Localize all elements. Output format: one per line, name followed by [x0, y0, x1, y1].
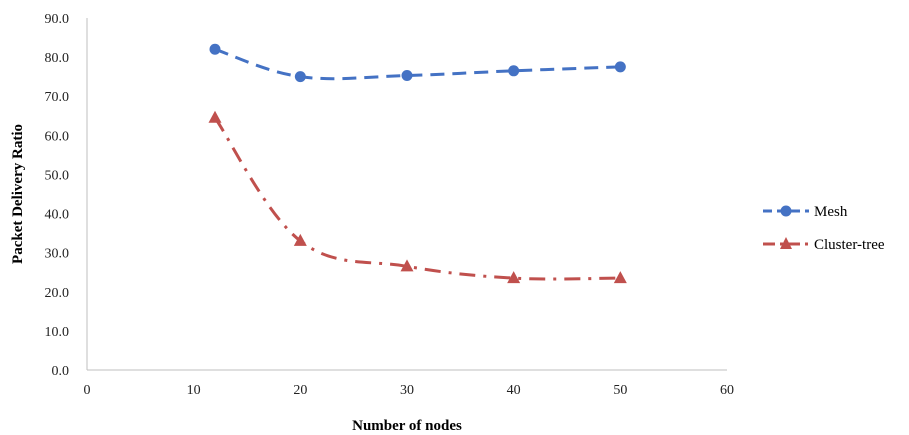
data-point-mesh: [209, 43, 221, 55]
x-axis-title: Number of nodes: [352, 418, 462, 434]
legend-mesh-label: Mesh: [814, 204, 848, 220]
data-point-cluster-tree: [293, 233, 307, 246]
y-tick-label: 20.0: [45, 286, 70, 301]
y-tick-label: 40.0: [45, 208, 70, 223]
y-tick-label: 50.0: [45, 168, 70, 183]
series-cluster-tree: [208, 110, 627, 284]
data-point-cluster-tree: [400, 259, 414, 272]
legend-cluster-tree-label: Cluster-tree: [814, 237, 885, 253]
legend-mesh-marker: [780, 205, 792, 217]
y-tick-label: 60.0: [45, 129, 70, 144]
y-tick-labels: 0.0 10.0 20.0 30.0 40.0 50.0 60.0 70.0 80.0 90.0: [45, 12, 70, 379]
data-point-cluster-tree: [613, 271, 627, 284]
y-tick-label: 90.0: [45, 12, 70, 27]
data-point-cluster-tree: [507, 271, 521, 284]
y-tick-label: 0.0: [52, 364, 70, 379]
axes: [86, 18, 727, 371]
series-line-mesh: [214, 47, 621, 81]
x-tick-labels: 0 10 20 30 40 50 60: [84, 383, 735, 398]
x-tick-label: 60: [720, 383, 734, 398]
x-tick-label: 10: [187, 383, 201, 398]
legend: Mesh Cluster-tree: [763, 204, 885, 253]
data-point-mesh: [614, 61, 626, 73]
series-line-cluster-tree: [213, 116, 621, 281]
series-mesh: [209, 43, 626, 83]
series: [208, 43, 627, 284]
data-point-mesh: [508, 65, 520, 77]
y-tick-label: 30.0: [45, 247, 70, 262]
legend-item-mesh: Mesh: [763, 204, 848, 220]
y-tick-label: 10.0: [45, 325, 70, 340]
legend-cluster-tree-marker: [780, 237, 792, 249]
x-tick-label: 20: [293, 383, 307, 398]
x-tick-label: 0: [84, 383, 91, 398]
y-tick-label: 80.0: [45, 51, 70, 66]
y-axis-title: Packet Delivery Ratio: [10, 124, 26, 264]
legend-item-cluster-tree: Cluster-tree: [763, 237, 885, 253]
x-tick-label: 30: [400, 383, 414, 398]
x-tick-label: 50: [613, 383, 627, 398]
data-point-cluster-tree: [208, 110, 222, 123]
data-point-mesh: [401, 69, 413, 81]
x-tick-label: 40: [507, 383, 521, 398]
data-point-mesh: [294, 71, 306, 83]
y-tick-label: 70.0: [45, 90, 70, 105]
